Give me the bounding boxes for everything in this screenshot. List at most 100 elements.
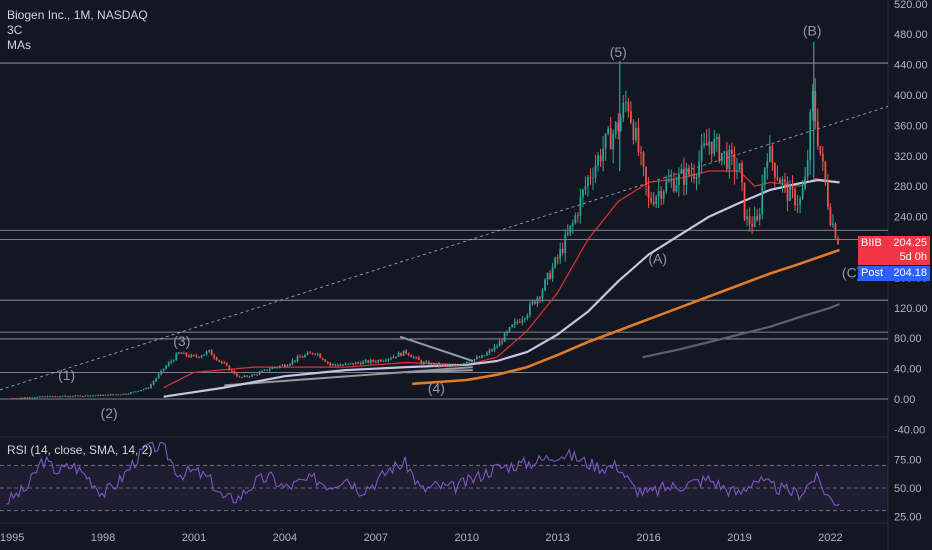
candle-body: [64, 395, 67, 397]
candle-body: [827, 183, 829, 207]
candle-body: [516, 321, 519, 323]
candle-body: [301, 356, 304, 358]
candle-body: [594, 165, 597, 178]
candle-body: [574, 215, 577, 223]
candle-body: [266, 369, 269, 371]
candle-body: [763, 168, 766, 186]
candle-body: [175, 353, 178, 361]
candle-body: [776, 177, 779, 180]
candle-body: [155, 378, 157, 382]
candle-body: [112, 394, 115, 396]
candle-body: [263, 369, 266, 371]
candle-body: [127, 393, 130, 395]
time-axis-tick: 2010: [454, 532, 478, 544]
candle-body: [546, 273, 549, 280]
candle-body: [124, 393, 127, 395]
candle-body: [493, 346, 496, 351]
candle-body: [339, 364, 342, 366]
candle-body: [410, 355, 413, 358]
candle-body: [602, 148, 604, 162]
candle-body: [463, 363, 466, 365]
rsi-axis-tick: 50.00: [894, 483, 922, 495]
candle-body: [513, 321, 516, 325]
candle-body: [597, 155, 599, 166]
post-market-badge: Post 204.18: [858, 266, 930, 281]
candle-body: [693, 173, 695, 180]
time-axis-tick: 2019: [727, 532, 751, 544]
legend-indicator-3c[interactable]: 3C: [7, 23, 23, 37]
candle-body: [170, 361, 173, 363]
candle-body: [715, 136, 718, 139]
candle-body: [544, 279, 546, 291]
candle-body: [799, 198, 801, 205]
candle-body: [791, 185, 794, 190]
candle-body: [453, 365, 455, 367]
candle-body: [720, 153, 723, 162]
candle-body: [377, 360, 380, 363]
candle-body: [561, 248, 564, 253]
candle-body: [445, 365, 448, 367]
candle-body: [806, 160, 809, 177]
candle-body: [521, 319, 524, 323]
time-axis: 1995 1998 2001 2004 2007 2010 2013 2016 2019 2022: [0, 522, 888, 544]
post-label: Post: [861, 267, 884, 279]
rsi-axis-tick: 75.00: [894, 455, 922, 467]
wave-label: (A): [648, 251, 667, 267]
candle-body: [534, 301, 536, 304]
candle-body: [142, 389, 145, 391]
time-axis-tick: 2001: [182, 532, 206, 544]
legend-indicator-mas[interactable]: MAs: [7, 38, 31, 52]
candle-body: [379, 360, 382, 362]
candle-body: [92, 395, 94, 397]
candle-body: [210, 350, 213, 356]
candle-body: [39, 396, 41, 398]
candle-body: [503, 333, 506, 342]
time-axis-tick: 2016: [636, 532, 660, 544]
price-axis-tick: 120.00: [894, 303, 928, 315]
candle-body: [571, 222, 574, 226]
candle-body: [69, 396, 72, 398]
candle-body: [662, 191, 665, 199]
candle-body: [680, 169, 683, 174]
candle-body: [781, 179, 784, 184]
candle-body: [407, 353, 410, 356]
candle-body: [218, 360, 221, 362]
candle-body: [253, 374, 256, 376]
candle-body: [539, 297, 541, 299]
candle-body: [821, 153, 824, 162]
candle-body: [748, 216, 751, 225]
candle-body: [779, 179, 781, 184]
price-axis-tick: 0.00: [894, 394, 915, 406]
candle-body: [59, 396, 61, 398]
candle-body: [225, 363, 228, 366]
candle-body: [475, 357, 478, 360]
candle-body: [354, 362, 357, 365]
candle-body: [385, 360, 387, 362]
candle-body: [526, 314, 529, 319]
candle-body: [576, 215, 579, 217]
candle-body: [731, 149, 733, 154]
candle-body: [612, 133, 615, 150]
candle-body: [584, 186, 587, 190]
trendlines: [0, 105, 889, 391]
candle-body: [392, 356, 395, 359]
candle-body: [624, 101, 627, 104]
candle-body: [652, 201, 655, 205]
candle-body: [579, 197, 582, 216]
legend-title[interactable]: Biogen Inc., 1M, NASDAQ: [7, 8, 148, 22]
candle-body: [465, 361, 468, 364]
candle-body: [758, 213, 761, 220]
candle-body: [751, 224, 754, 227]
candle-body: [150, 384, 152, 389]
candle-body: [460, 363, 463, 366]
candle-body: [824, 161, 827, 184]
candle-body: [455, 365, 458, 367]
rsi-legend[interactable]: RSI (14, close, SMA, 14, 2): [7, 443, 153, 457]
candle-body: [84, 395, 87, 397]
wave-label: (5): [610, 44, 627, 60]
candle-body: [193, 354, 195, 356]
candle-body: [607, 128, 610, 134]
candle-body: [228, 365, 231, 371]
time-axis-tick: 1995: [0, 532, 24, 544]
